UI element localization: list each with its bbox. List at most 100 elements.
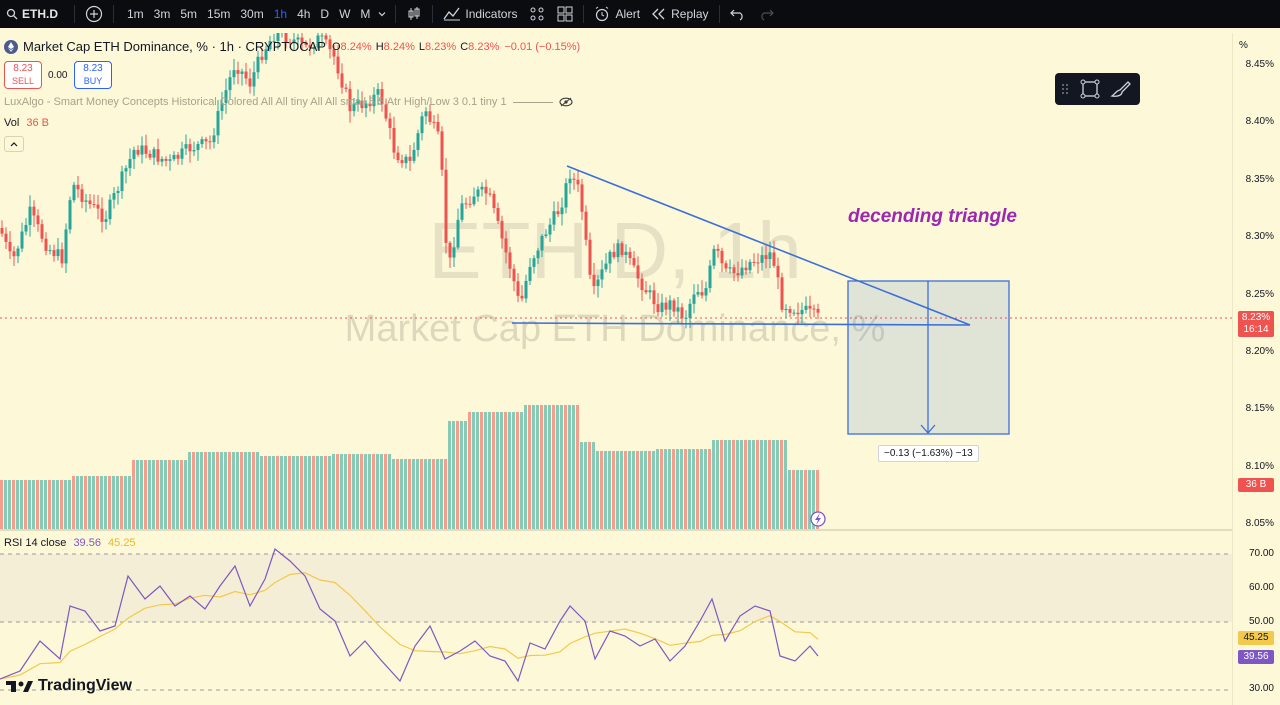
alert-button[interactable]: Alert (588, 0, 646, 28)
interval-5m[interactable]: 5m (180, 7, 198, 21)
indicators-button[interactable]: Indicators (437, 0, 523, 28)
candle-body (588, 239, 592, 275)
tradingview-logo[interactable]: TradingView (6, 677, 132, 695)
interval-1m[interactable]: 1m (127, 7, 144, 21)
volume-bar (220, 452, 223, 529)
volume-bar (236, 452, 239, 529)
volume-bar (644, 451, 647, 529)
volume-bar (688, 449, 691, 529)
volume-bar (352, 454, 355, 529)
eye-off-icon[interactable] (559, 97, 573, 107)
volume-bar (432, 459, 435, 529)
pattern-annotation-text[interactable]: decending triangle (848, 206, 1017, 227)
interval-4h[interactable]: 4h (297, 7, 311, 21)
candle-body (456, 219, 460, 248)
volume-bars (0, 405, 819, 529)
volume-bar (532, 405, 535, 529)
rsi-legend[interactable]: RSI 14 close 39.56 45.25 (4, 537, 136, 549)
volume-bar (460, 421, 463, 529)
candle-body (352, 103, 356, 112)
volume-bar (320, 456, 323, 529)
chevron-down-icon[interactable] (377, 9, 387, 19)
replay-button[interactable]: Replay (646, 0, 714, 28)
brush-tool-icon[interactable] (1109, 78, 1133, 100)
volume-bar (88, 476, 91, 529)
chart-type-button[interactable] (400, 0, 428, 28)
volume-bar (812, 470, 815, 529)
compare-symbol-button[interactable] (79, 0, 109, 28)
volume-bar (300, 456, 303, 529)
spread-value: 0.00 (48, 70, 68, 81)
interval-w[interactable]: W (339, 7, 351, 21)
volume-bar (72, 476, 75, 529)
layout-button[interactable] (551, 0, 579, 28)
candle-body (176, 154, 180, 159)
interval-30m[interactable]: 30m (240, 7, 264, 21)
legend-title[interactable]: Market Cap ETH Dominance, % · 1h · CRYPT… (23, 39, 326, 54)
volume-bar (204, 452, 207, 529)
rsi-pane[interactable]: RSI 14 close 39.56 45.25 TradingView (0, 531, 1232, 705)
pane-separator[interactable] (0, 529, 1280, 531)
rsi-chart-canvas[interactable] (0, 531, 1232, 705)
candle-body (24, 224, 28, 232)
candle-body (172, 154, 176, 160)
volume-bar (20, 480, 23, 529)
interval-15m[interactable]: 15m (207, 7, 231, 21)
drag-handle-icon[interactable] (1061, 82, 1069, 96)
volume-bar (768, 440, 771, 529)
volume-bar (756, 440, 759, 529)
symbol-search[interactable]: ETH.D (0, 0, 70, 28)
brand-name: TradingView (38, 677, 132, 694)
interval-m[interactable]: M (360, 7, 371, 21)
candle-body (292, 39, 296, 43)
indicator-legend-luxalgo[interactable]: LuxAlgo - Smart Money Concepts Historica… (4, 96, 573, 108)
price-tick: 8.20% (1245, 346, 1274, 357)
candle-body (760, 255, 764, 263)
candle-body (104, 219, 108, 222)
volume-bar (124, 476, 127, 529)
interval-d[interactable]: D (320, 7, 330, 21)
bolt-icon[interactable] (810, 511, 826, 527)
volume-bar (648, 451, 651, 529)
plus-circle-icon (85, 5, 103, 23)
volume-legend[interactable]: Vol 36 B (4, 117, 49, 129)
templates-button[interactable] (523, 0, 551, 28)
volume-bar (804, 470, 807, 529)
main-chart-pane[interactable]: ETH.D, 1h Market Cap ETH Dominance, % de… (0, 22, 1232, 529)
volume-bar (144, 460, 147, 529)
volume-bar (476, 412, 479, 529)
volume-bar (592, 442, 595, 529)
interval-1h[interactable]: 1h (273, 7, 288, 21)
candle-body (100, 208, 104, 222)
current-price-value: 8.23% (1241, 312, 1271, 323)
candle-body (216, 111, 220, 136)
volume-bar (56, 480, 59, 529)
percent-scale-button[interactable]: % (1239, 40, 1248, 51)
buy-button[interactable]: 8.23 BUY (74, 61, 112, 89)
candle-body (436, 122, 440, 132)
legend-open-value: 8.24% (340, 40, 372, 53)
candle-body (360, 100, 364, 109)
replay-label: Replay (671, 7, 709, 21)
collapse-legend-button[interactable] (4, 136, 24, 152)
volume-bar (520, 412, 523, 529)
divider (395, 5, 397, 23)
drawing-layer: decending triangle (511, 165, 1017, 435)
rectangle-tool-icon[interactable] (1079, 78, 1101, 100)
price-tick: 8.40% (1245, 116, 1274, 127)
descending-trendline[interactable] (566, 165, 971, 326)
candle-body (476, 189, 480, 197)
horizontal-support-line[interactable] (511, 322, 971, 326)
volume-bar (484, 412, 487, 529)
sell-button[interactable]: 8.23 SELL (4, 61, 42, 89)
legend-change: −0.01 (−0.15%) (504, 40, 581, 53)
interval-3m[interactable]: 3m (153, 7, 171, 21)
redo-button[interactable] (752, 0, 780, 28)
price-axis[interactable]: % 8.45% 8.40% 8.35% 8.30% 8.25% 8.20% 8.… (1232, 33, 1280, 705)
volume-bar (816, 470, 819, 529)
price-chart-canvas[interactable]: ETH.D, 1h Market Cap ETH Dominance, % de… (0, 22, 1232, 529)
volume-bar (64, 480, 67, 529)
candle-body (648, 290, 652, 293)
undo-button[interactable] (724, 0, 752, 28)
volume-bar (652, 451, 655, 529)
